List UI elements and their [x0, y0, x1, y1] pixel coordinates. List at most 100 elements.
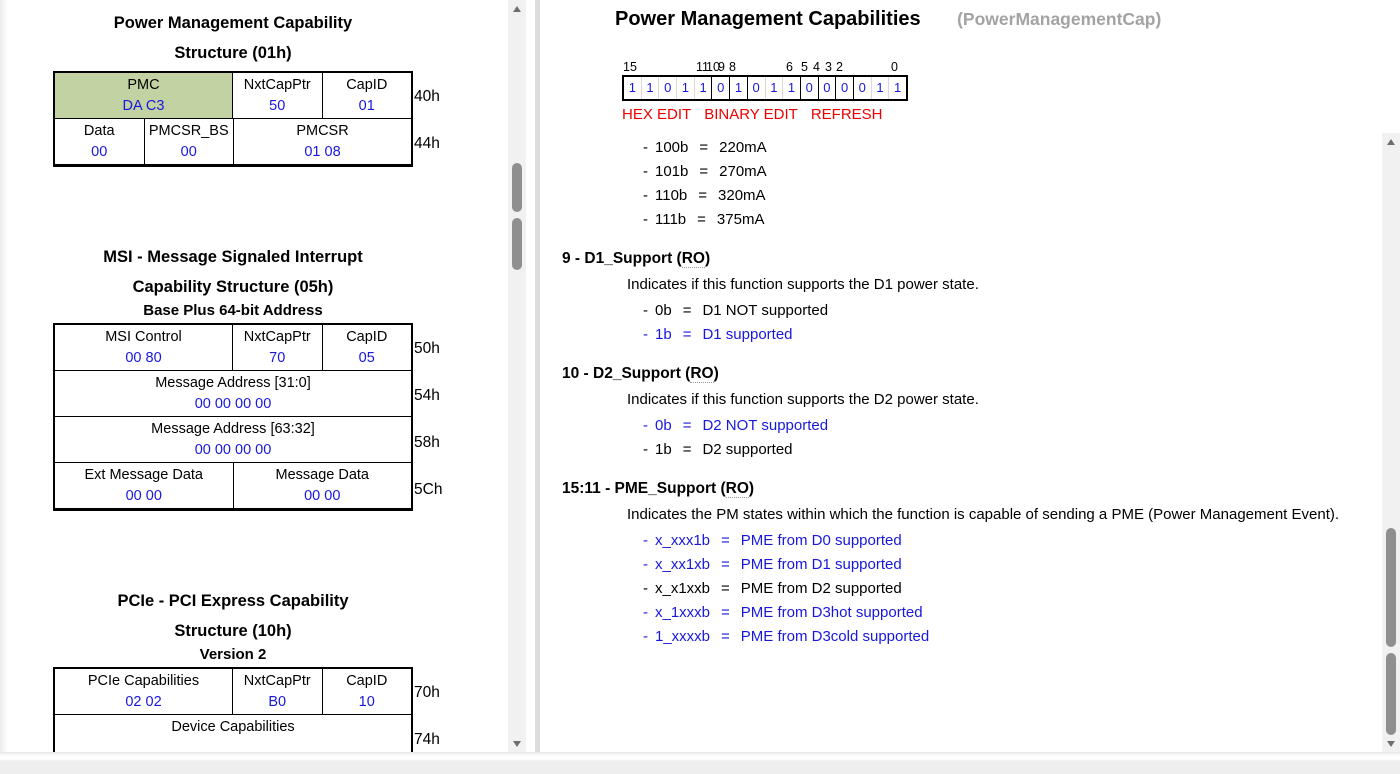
bit-cell[interactable]: 0: [659, 77, 678, 99]
option-meaning: PME from D3cold supported: [740, 628, 930, 645]
scrollbar-thumb[interactable]: [1386, 653, 1396, 735]
bit-number: 0: [891, 60, 898, 74]
bit-cell[interactable]: 1: [894, 80, 902, 95]
scrollbar-thumb[interactable]: [1386, 528, 1396, 647]
field-value-option: - x_1xxxb = PME from D3hot supported: [643, 604, 923, 621]
register-value: 50: [269, 98, 286, 114]
panel-splitter[interactable]: [531, 0, 540, 752]
bit-number: 15: [623, 60, 637, 74]
bit-cell[interactable]: 1: [642, 77, 660, 99]
register-cell[interactable]: Data 00: [55, 119, 145, 164]
bit-cell[interactable]: 0: [801, 77, 819, 99]
register-address: 44h: [414, 134, 440, 152]
bit-cell[interactable]: 1: [624, 77, 642, 99]
structure-title: Capability Structure (05h): [132, 278, 334, 296]
bit-cell[interactable]: 1: [766, 77, 784, 99]
register-cell[interactable]: Device Capabilities: [55, 715, 411, 752]
register-row: PCIe Capabilities 02 02 NxtCapPtr B0 CapID 10: [55, 669, 411, 715]
register-cell[interactable]: PMC DA C3: [55, 73, 233, 118]
scroll-up-button[interactable]: [508, 0, 526, 17]
option-meaning: PME from D0 supported: [740, 532, 902, 549]
bit-cell[interactable]: 1: [695, 77, 713, 99]
option-meaning: 220mA: [719, 139, 767, 156]
register-name: PMCSR_BS: [148, 123, 229, 139]
register-address: 58h: [414, 433, 440, 451]
page-title: Power Management Capabilities: [615, 8, 921, 30]
register-cell[interactable]: NxtCapPtr B0: [233, 669, 323, 714]
register-cell[interactable]: CapID 05: [323, 325, 412, 370]
register-name: Data: [83, 123, 115, 139]
register-cell[interactable]: Ext Message Data 00 00: [55, 463, 234, 508]
action-link[interactable]: HEX EDIT: [622, 106, 692, 123]
register-cell[interactable]: CapID 01: [323, 73, 412, 118]
left-panel-scrollbar[interactable]: [508, 0, 526, 752]
register-name: PCIe Capabilities: [87, 673, 200, 689]
option-code: 1_xxxxb: [655, 628, 711, 645]
register-row: Message Address [31:0] 00 00 00 00: [55, 371, 411, 417]
left-panel: Power Management Capability Structure (01…: [8, 0, 508, 752]
register-value: 01 08: [304, 144, 341, 160]
down-arrow-icon: [513, 740, 521, 747]
field-value-option: -0b = D2 NOT supported: [643, 417, 829, 434]
field-bits-and-name: 15:11 - PME_Support (: [562, 480, 726, 497]
register-cell[interactable]: NxtCapPtr 50: [233, 73, 323, 118]
field-value-option: - x_x1xxb = PME from D2 supported: [643, 580, 902, 597]
scroll-down-button[interactable]: [508, 735, 526, 752]
register-cell[interactable]: Message Data 00 00: [234, 463, 412, 508]
capability-structure: PCIe - PCI Express Capability Structure (…: [53, 586, 443, 752]
bit-cell[interactable]: 0: [819, 77, 837, 99]
option-code: x_x1xxb: [655, 580, 711, 597]
field-value-option: -1b = D1 supported: [643, 326, 793, 343]
option-meaning: PME from D2 supported: [740, 580, 902, 597]
register-cell[interactable]: PCIe Capabilities 02 02: [55, 669, 233, 714]
register-row: Ext Message Data 00 00 Message Data 00 00: [55, 463, 411, 509]
register-cell[interactable]: CapID 10: [323, 669, 412, 714]
register-value: DA C3: [122, 98, 165, 114]
register-value: 00 00 00 00: [194, 396, 272, 412]
option-code: 101b: [655, 163, 689, 180]
bit-cell[interactable]: 0: [712, 77, 731, 99]
action-link[interactable]: REFRESH: [810, 106, 883, 123]
bit-cell[interactable]: 0: [854, 77, 872, 99]
bit-cell[interactable]: 1: [783, 77, 801, 99]
register-value: 05: [358, 350, 375, 366]
register-cell[interactable]: Message Address [63:32] 00 00 00 00: [55, 417, 411, 462]
bit-cell[interactable]: 1: [730, 77, 748, 99]
field-access-type: RO: [681, 250, 705, 268]
field-value-option: -1_xxxxb = PME from D3cold supported: [643, 628, 930, 645]
field-access-type: RO: [690, 365, 714, 383]
up-arrow-icon: [1387, 138, 1395, 145]
scroll-down-button[interactable]: [1382, 735, 1400, 752]
register-title-row: Power Management Capabilities (PowerMana…: [615, 8, 1382, 31]
register-cell[interactable]: NxtCapPtr 70: [233, 325, 323, 370]
bit-cell[interactable]: 1: [677, 77, 695, 99]
register-name: Message Data: [275, 467, 370, 483]
field-value-option: - x_xxx1b = PME from D0 supported: [643, 532, 902, 549]
horizontal-scrollbar-track[interactable]: [0, 752, 1400, 774]
action-link[interactable]: BINARY EDIT: [704, 106, 798, 123]
capability-structure: Power Management Capability Structure (01…: [53, 8, 443, 167]
address-column: 50h 54h 58h 5Ch: [411, 325, 442, 513]
bit-number: 9: [718, 60, 725, 74]
option-meaning: 270mA: [719, 163, 767, 180]
bit-number: 8: [729, 60, 736, 74]
structure-title: PCIe - PCI Express Capability: [117, 592, 349, 610]
register-cell[interactable]: Message Address [31:0] 00 00 00 00: [55, 371, 411, 416]
scrollbar-thumb[interactable]: [512, 218, 522, 270]
bit-cell[interactable]: 1: [872, 77, 890, 99]
field-section: -100b = 220mA -101b = 270mA -110b = 320mA -111b = 3…: [540, 136, 1382, 232]
bit-number: 4: [813, 60, 820, 74]
bit-number: 10: [706, 60, 720, 74]
field-value-option: - x_xx1xb = PME from D1 supported: [643, 556, 902, 573]
bit-cell[interactable]: 0: [748, 77, 766, 99]
register-name: CapID: [346, 329, 388, 345]
option-code: 1b: [655, 441, 672, 458]
register-cell[interactable]: PMCSR_BS 00: [145, 119, 234, 164]
right-panel-scrollbar[interactable]: [1382, 133, 1400, 752]
scrollbar-thumb[interactable]: [512, 163, 522, 212]
bit-cell[interactable]: 0: [836, 77, 854, 99]
register-cell[interactable]: PMCSR 01 08: [234, 119, 411, 164]
scroll-up-button[interactable]: [1382, 133, 1400, 150]
register-cell[interactable]: MSI Control 00 80: [55, 325, 233, 370]
register-value: 00 00 00 00: [194, 442, 272, 458]
